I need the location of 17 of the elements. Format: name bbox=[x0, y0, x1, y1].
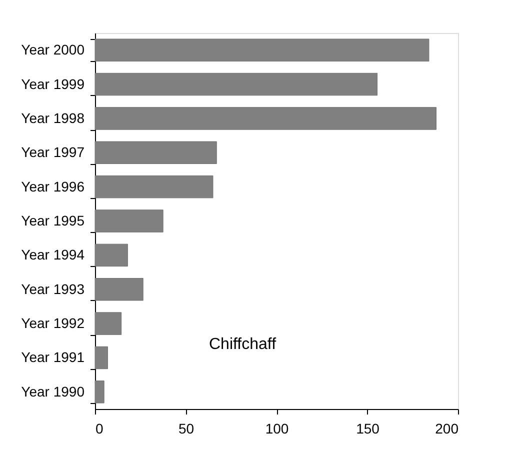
y-tick-label: Year 1999 bbox=[21, 76, 85, 92]
x-tick-label: 50 bbox=[178, 420, 194, 436]
y-tick-label: Year 1993 bbox=[21, 280, 85, 297]
y-tick-label: Year 1992 bbox=[21, 315, 85, 332]
y-tick-label: Year 1996 bbox=[21, 178, 85, 194]
y-tick-label: Year 1994 bbox=[21, 246, 85, 263]
x-tick-label: 100 bbox=[265, 420, 289, 436]
x-tick-label: 200 bbox=[435, 420, 459, 436]
annotation: Chiffchaff bbox=[209, 336, 277, 353]
y-tick-label: Year 1990 bbox=[21, 383, 85, 400]
y-tick-label: Year 1991 bbox=[21, 349, 85, 366]
y-tick-label: Year 1997 bbox=[21, 144, 85, 160]
x-tick-label: 150 bbox=[356, 420, 380, 436]
y-tick-label: Year 1995 bbox=[21, 212, 85, 228]
x-tick-label: 0 bbox=[96, 420, 104, 436]
y-tick-label: Year 2000 bbox=[21, 42, 85, 58]
y-tick-label: Year 1998 bbox=[21, 110, 85, 126]
